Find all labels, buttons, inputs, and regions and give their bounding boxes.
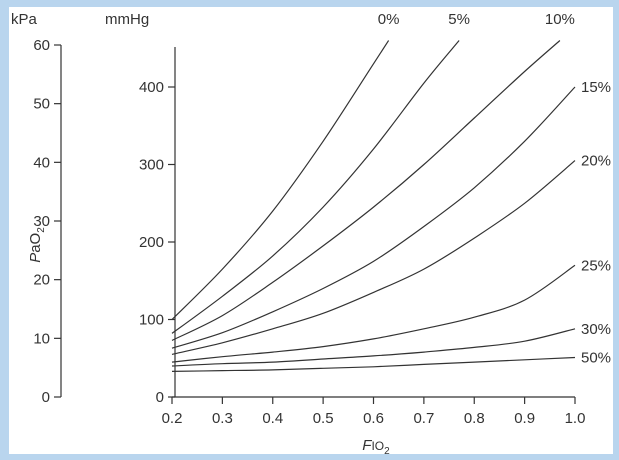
series-line-10pct	[171, 40, 561, 341]
mmhg-tick-label: 400	[139, 79, 164, 96]
series-line-25pct	[171, 264, 576, 363]
series-line-30pct	[171, 328, 576, 367]
kpa-tick-label: 60	[33, 37, 50, 54]
series-label-30pct: 30%	[581, 321, 611, 338]
chart-frame: kPa mmHg 0 10 20 30 40 50 60 0 100 200 300 400 0.2…	[9, 7, 613, 457]
y-axis-label: PaO2	[27, 227, 47, 263]
kpa-tick-label: 10	[33, 330, 50, 347]
x-tick-label: 0.2	[162, 410, 183, 427]
series-label-0pct: 0%	[378, 11, 400, 28]
x-tick-label: 0.4	[262, 410, 283, 427]
x-tick-label: 0.3	[212, 410, 233, 427]
series-line-20pct	[171, 160, 576, 355]
series-label-25pct: 25%	[581, 257, 611, 274]
pao2-fio2-chart: kPa mmHg 0 10 20 30 40 50 60 0 100 200 300 400 0.2…	[11, 11, 611, 457]
x-axis: 0.2 0.3 0.4 0.5 0.6 0.7 0.8 0.9 1.0	[162, 396, 586, 427]
kpa-tick-label: 20	[33, 272, 50, 289]
series-label-15pct: 15%	[581, 79, 611, 96]
kpa-axis: 0 10 20 30 40 50 60	[33, 37, 62, 406]
mmhg-tick-label: 100	[139, 312, 164, 329]
series-label-50pct: 50%	[581, 349, 611, 366]
x-tick-label: 0.6	[363, 410, 384, 427]
x-tick-label: 0.5	[313, 410, 334, 427]
series-labels: 0% 5% 10% 15% 20% 25% 30% 50%	[378, 11, 611, 366]
mmhg-tick-label: 300	[139, 157, 164, 174]
x-tick-label: 0.9	[514, 410, 535, 427]
kpa-units-label: kPa	[11, 11, 38, 28]
x-axis-label: FIO2	[362, 437, 390, 454]
kpa-tick-label: 50	[33, 96, 50, 113]
kpa-tick-label: 0	[42, 389, 50, 406]
series-label-20pct: 20%	[581, 153, 611, 170]
series-label-5pct: 5%	[448, 11, 470, 28]
x-tick-label: 1.0	[565, 410, 586, 427]
mmhg-tick-label: 200	[139, 234, 164, 251]
series-label-10pct: 10%	[545, 11, 575, 28]
series-line-15pct	[171, 86, 576, 349]
kpa-tick-label: 30	[33, 213, 50, 230]
x-tick-label: 0.7	[413, 410, 434, 427]
mmhg-axis: 0 100 200 300 400	[139, 47, 176, 406]
kpa-tick-label: 40	[33, 154, 50, 171]
series-line-5pct	[171, 40, 460, 334]
series-line-50pct	[171, 356, 576, 372]
mmhg-tick-label: 0	[156, 389, 164, 406]
x-tick-label: 0.8	[464, 410, 485, 427]
mmhg-units-label: mmHg	[105, 11, 149, 28]
series-line-0pct	[171, 40, 390, 320]
series-curves	[171, 40, 576, 372]
